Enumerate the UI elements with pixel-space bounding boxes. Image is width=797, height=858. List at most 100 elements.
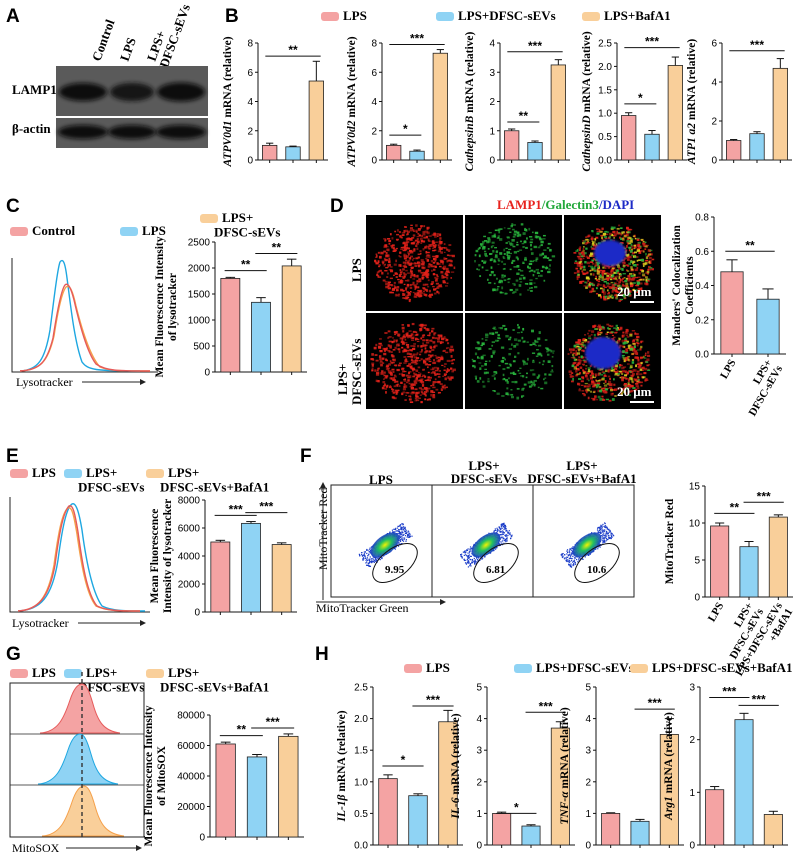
dot-event — [489, 552, 492, 554]
micro-speckle — [393, 339, 395, 342]
micro-speckle — [535, 268, 540, 271]
legend-label: LPS — [32, 665, 56, 680]
micro-speckle — [432, 367, 435, 371]
micro-speckle — [403, 264, 407, 267]
histogram-e-curve-lps — [17, 505, 141, 612]
gene-name: ATPV0d1 — [222, 121, 234, 168]
micro-speckle — [625, 277, 628, 280]
micro-speckle — [430, 385, 433, 387]
gate-value-lps: 9.95 — [385, 564, 405, 576]
micro-speckle — [622, 390, 626, 394]
micro-speckle — [586, 241, 589, 244]
micro-speckle — [421, 263, 425, 266]
micro-speckle — [642, 355, 645, 359]
micro-speckle — [427, 279, 430, 282]
micro-speckle — [629, 278, 633, 281]
micro-speckle — [417, 269, 421, 272]
micro-speckle — [577, 382, 580, 386]
micro-speckle — [388, 363, 391, 366]
micro-speckle — [417, 291, 422, 295]
micro-speckle — [430, 390, 434, 393]
dot-event — [593, 550, 595, 552]
micro-speckle — [593, 324, 597, 328]
micro-speckle — [500, 346, 505, 349]
micro-speckle — [434, 369, 439, 372]
micro-speckle — [424, 246, 427, 249]
micro-speckle — [437, 334, 440, 337]
micro-speckle — [422, 287, 426, 289]
bar — [705, 789, 725, 846]
micro-speckle — [644, 352, 647, 355]
micro-speckle — [616, 328, 621, 331]
micro-speckle — [412, 291, 415, 294]
micro-speckle — [615, 287, 619, 290]
dot-event — [465, 554, 467, 556]
micro-speckle — [611, 389, 616, 391]
micro-speckle — [613, 234, 617, 237]
micro-speckle — [438, 245, 441, 248]
micro-speckle — [414, 388, 418, 391]
micro-speckle — [636, 249, 641, 252]
micro-speckle — [527, 381, 531, 384]
dot-event — [481, 557, 483, 559]
micro-speckle — [389, 291, 393, 294]
micro-speckle — [389, 371, 392, 375]
dot-event — [567, 559, 569, 561]
micro-speckle — [450, 367, 452, 370]
micro-speckle — [604, 286, 607, 288]
micro-speckle — [637, 358, 640, 362]
micro-speckle — [640, 362, 643, 365]
micro-speckle — [445, 270, 450, 272]
dot-event — [502, 536, 504, 538]
micro-speckle — [627, 379, 630, 382]
micro-speckle — [593, 336, 596, 340]
micro-speckle — [498, 327, 501, 329]
y-axis-label-line: IL-1β mRNA (relative) — [336, 710, 348, 822]
dot-event — [607, 533, 609, 535]
blot-row-actin: β-actin — [12, 121, 51, 136]
micro-speckle — [490, 245, 493, 249]
micro-speckle — [487, 237, 491, 240]
micro-speckle — [430, 372, 433, 374]
dot-event — [502, 533, 505, 535]
micro-speckle — [379, 269, 382, 272]
dot-event — [402, 529, 405, 531]
micro-speckle — [615, 297, 618, 300]
micro-speckle — [415, 242, 419, 245]
micro-speckle — [648, 260, 651, 264]
micro-speckle — [636, 372, 639, 376]
y-axis-label-line: ATP1 a2 mRNA (relative) — [686, 39, 698, 165]
micro-speckle — [434, 249, 437, 251]
micro-speckle — [491, 375, 495, 377]
micro-speckle — [639, 368, 643, 371]
micro-speckle — [505, 241, 508, 245]
micro-speckle — [388, 240, 392, 243]
micro-speckle — [639, 247, 642, 250]
dot-event — [397, 530, 399, 532]
micro-speckle — [443, 336, 446, 339]
micro-speckle — [626, 356, 629, 359]
micro-speckle — [645, 361, 649, 363]
dot-event — [471, 560, 474, 562]
micro-speckle — [630, 374, 634, 377]
dot-event — [366, 557, 368, 559]
micro-speckle — [527, 357, 529, 361]
micro-speckle — [506, 237, 510, 239]
micro-speckle — [416, 283, 419, 285]
dot-event — [507, 534, 509, 537]
micro-speckle — [532, 273, 535, 277]
micro-speckle — [597, 326, 601, 328]
dot-event — [603, 530, 605, 533]
micro-speckle — [383, 265, 386, 267]
micro-speckle — [405, 287, 408, 289]
micro-speckle — [440, 260, 444, 263]
micro-speckle — [642, 265, 645, 267]
micro-speckle — [437, 244, 440, 246]
micro-speckle — [616, 374, 619, 377]
dot-event — [468, 557, 470, 560]
dot-event — [503, 532, 505, 534]
micro-speckle — [373, 346, 377, 350]
micro-speckle — [405, 238, 409, 241]
micro-speckle — [406, 352, 410, 355]
micro-speckle — [398, 335, 400, 337]
